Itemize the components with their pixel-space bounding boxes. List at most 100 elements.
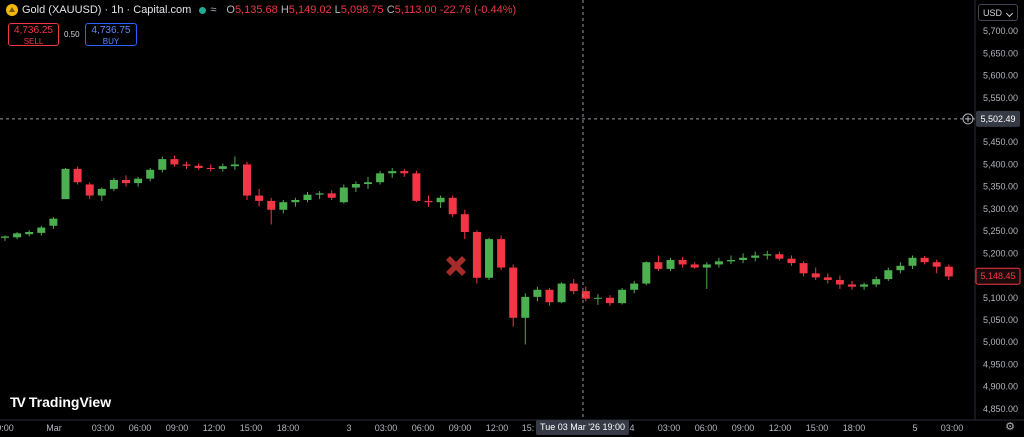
price-tick-label: 5,100.00: [983, 293, 1018, 303]
candle: [714, 257, 723, 268]
candle-body: [85, 184, 94, 196]
time-tick-label: 0:00: [0, 423, 14, 433]
candle: [327, 190, 336, 200]
candle-body: [739, 257, 748, 260]
candle-body: [642, 262, 651, 284]
candle: [388, 168, 397, 178]
ohlc-values: O5,135.68 H5,149.02 L5,098.75 C5,113.00 …: [226, 4, 516, 16]
candle: [642, 261, 651, 286]
price-axis[interactable]: 4,850.00 4,900.00 4,950.00 5,000.00 5,050.00…: [974, 0, 1018, 420]
candle: [146, 168, 155, 182]
candle: [351, 181, 360, 192]
candle-body: [243, 164, 251, 196]
candle: [376, 171, 385, 185]
candle-body: [593, 297, 602, 299]
candle: [194, 163, 203, 170]
candle: [1, 235, 9, 241]
candle: [255, 188, 264, 207]
price-tick-label: 4,950.00: [983, 359, 1018, 369]
time-tick-label: 03:00: [658, 423, 681, 433]
time-tick-label: 5: [912, 423, 917, 433]
candle: [787, 255, 796, 266]
crosshair: 5,502.49 5,148.45: [0, 0, 1021, 420]
candle-body: [73, 168, 82, 183]
ohlc-high-key: H: [280, 4, 289, 16]
candle: [521, 293, 530, 345]
candle: [230, 156, 239, 170]
candle: [618, 288, 627, 305]
sell-button[interactable]: 4,736.25 SELL: [8, 23, 59, 46]
candle-body: [351, 184, 360, 188]
candle-body: [848, 284, 856, 287]
buy-button[interactable]: 4,736.75 BUY: [85, 23, 137, 46]
plus-circle-icon[interactable]: [962, 113, 974, 125]
candle: [630, 280, 639, 294]
candle-body: [872, 279, 881, 285]
price-tick-label: 5,300.00: [983, 204, 1018, 214]
candle: [848, 280, 856, 290]
time-tick-label: 03:00: [941, 423, 964, 433]
candle: [37, 225, 46, 236]
time-tick-label: 03:00: [375, 423, 398, 433]
time-tick-label: 06:00: [129, 423, 152, 433]
gold-symbol-icon: [6, 4, 18, 16]
candle-body: [485, 239, 493, 278]
tradingview-logo[interactable]: TV TradingView: [10, 394, 111, 410]
candle-body: [654, 262, 663, 269]
price-tick-label: 5,650.00: [983, 48, 1018, 58]
candle: [134, 176, 143, 187]
candle: [170, 155, 179, 167]
price-tick-label: 5,400.00: [983, 159, 1018, 169]
candle-body: [291, 200, 300, 203]
settings-gear-icon[interactable]: ⚙: [1005, 421, 1015, 433]
crosshair-price-box: [976, 110, 1020, 127]
candle-body: [364, 182, 372, 184]
candle: [944, 264, 953, 280]
price-tick-label: 5,050.00: [983, 315, 1018, 325]
currency-selector[interactable]: USD: [978, 4, 1018, 21]
candle-body: [61, 168, 70, 200]
candle-body: [218, 166, 227, 169]
time-tick-label: 09:00: [166, 423, 189, 433]
ohlc-close-value: 5,113.00: [394, 4, 437, 16]
ohlc-low-key: L: [334, 4, 341, 16]
candle-body: [303, 194, 312, 200]
time-tick-label: 15:: [522, 423, 535, 433]
candle-body: [497, 239, 506, 268]
candle-body: [569, 283, 578, 292]
candle-body: [932, 262, 941, 267]
candle-body: [49, 218, 58, 226]
candle-body: [315, 193, 324, 195]
candle: [606, 295, 614, 306]
candle: [775, 251, 784, 261]
time-axis[interactable]: 0:00 Mar 03:00 06:00 09:00 12:00 15:00 18:00 3 03…: [0, 419, 1024, 433]
candle: [908, 255, 917, 269]
candle: [835, 275, 844, 289]
candle: [497, 235, 506, 271]
candle: [267, 197, 276, 225]
candle-body: [230, 164, 239, 167]
candle: [412, 170, 421, 203]
time-tick-label: Mar: [46, 423, 62, 433]
ohlc-open-key: O: [226, 4, 235, 16]
candle: [243, 161, 251, 200]
candle-body: [255, 195, 264, 201]
candle-body: [823, 277, 832, 280]
candle: [811, 267, 820, 280]
candle: [436, 195, 445, 208]
time-tick-label: 4: [629, 423, 634, 433]
candle-body: [327, 193, 336, 198]
time-tick-label: 12:00: [769, 423, 792, 433]
candle-body: [25, 232, 34, 235]
candle: [581, 286, 590, 302]
symbol-title[interactable]: Gold (XAUUSD) · 1h · Capital.com: [22, 4, 192, 16]
crosshair-price-label: 5,502.49: [980, 114, 1015, 124]
candle: [690, 262, 699, 269]
candle: [593, 294, 602, 305]
candle-body: [182, 164, 191, 166]
candle: [448, 195, 457, 217]
candle: [25, 230, 34, 237]
price-tick-label: 5,700.00: [983, 26, 1018, 36]
candle-body: [678, 260, 687, 265]
